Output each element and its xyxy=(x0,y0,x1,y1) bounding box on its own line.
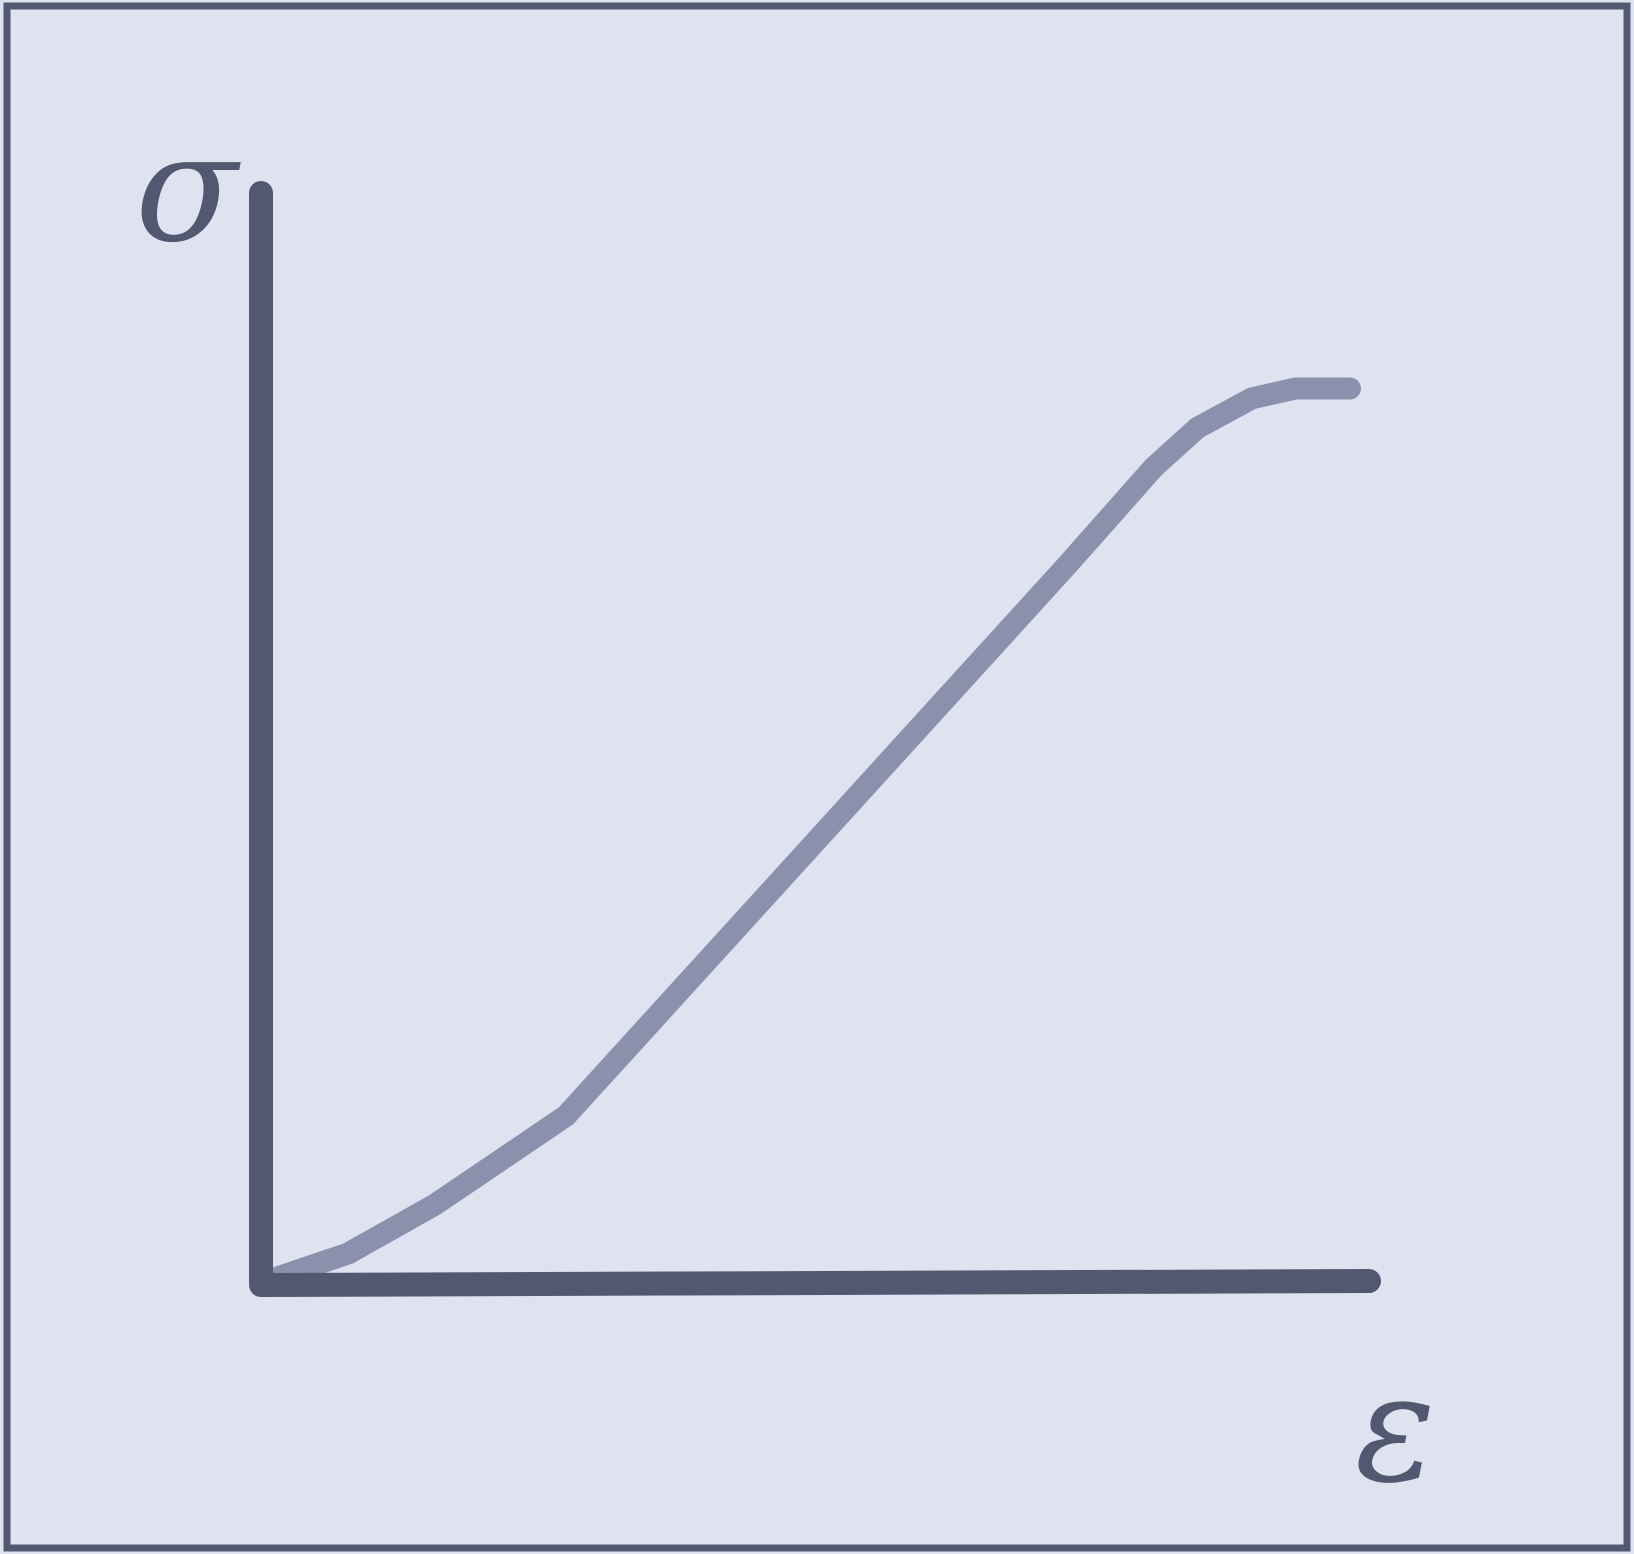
x-axis-label: ε xyxy=(1355,1342,1436,1516)
stress-strain-curve xyxy=(250,377,1361,1294)
chart-frame xyxy=(3,2,1631,1552)
x-axis-line xyxy=(249,1269,1381,1297)
y-axis-label: σ xyxy=(135,102,241,276)
